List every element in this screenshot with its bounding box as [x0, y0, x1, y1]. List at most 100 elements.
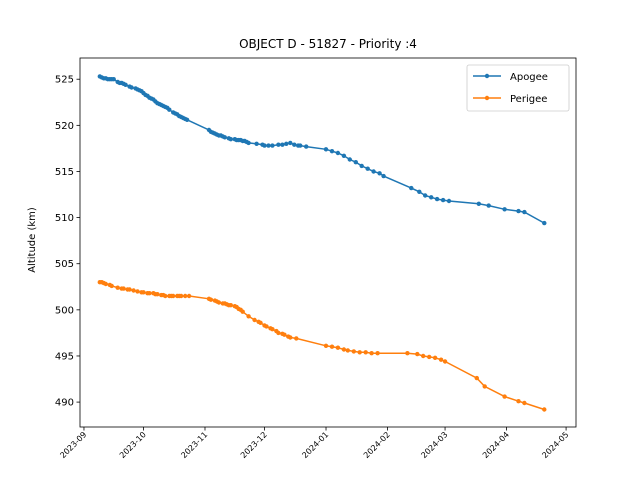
perigee-point — [363, 350, 368, 355]
perigee-point — [282, 332, 287, 337]
perigee-point — [131, 288, 136, 293]
perigee-point — [357, 350, 362, 355]
perigee-point — [442, 359, 448, 364]
apogee-point — [288, 140, 293, 146]
y-tick-label: 525 — [55, 75, 74, 86]
apogee-point — [417, 189, 422, 194]
apogee-point — [502, 207, 507, 212]
perigee-point — [369, 351, 374, 356]
perigee-point — [208, 297, 214, 302]
y-tick-label: 515 — [55, 167, 74, 178]
perigee-point — [183, 293, 188, 299]
apogee-point — [476, 201, 481, 206]
apogee-point — [423, 193, 428, 198]
perigee-point — [375, 351, 380, 356]
perigee-point — [438, 357, 444, 362]
perigee-point — [421, 353, 426, 359]
perigee-point — [474, 375, 479, 381]
apogee-point — [254, 141, 259, 146]
perigee-point — [345, 348, 350, 353]
legend-apogee-marker — [484, 73, 490, 79]
perigee-point — [294, 336, 299, 341]
perigee-point — [516, 399, 521, 404]
apogee-point — [280, 142, 285, 147]
apogee-point — [228, 137, 233, 142]
apogee-point — [246, 140, 251, 146]
legend-apogee-label: Apogee — [510, 72, 548, 83]
perigee-point — [246, 314, 251, 319]
perigee-point — [522, 400, 527, 406]
perigee-point — [432, 355, 438, 360]
perigee-point — [335, 345, 341, 350]
apogee-point — [262, 143, 267, 148]
y-tick-label: 500 — [55, 305, 74, 316]
apogee-point — [377, 171, 382, 176]
y-tick-label: 520 — [55, 121, 74, 132]
apogee-point — [123, 82, 128, 88]
apogee-point — [381, 173, 386, 179]
perigee-point — [115, 285, 120, 290]
perigee-point — [121, 286, 126, 291]
perigee-point — [482, 384, 487, 389]
apogee-point — [446, 198, 452, 204]
perigee-point — [542, 407, 547, 412]
apogee-point — [365, 166, 370, 171]
perigee-point — [405, 351, 410, 356]
y-tick-label: 510 — [55, 213, 74, 224]
apogee-point — [292, 142, 297, 147]
perigee-point — [415, 351, 420, 357]
apogee-point — [440, 197, 446, 203]
apogee-point — [347, 157, 352, 162]
axes-frame — [79, 57, 577, 428]
perigee-point — [109, 283, 114, 289]
perigee-point — [127, 287, 132, 292]
perigee-point — [270, 327, 275, 332]
apogee-point — [276, 142, 281, 147]
apogee-point — [284, 141, 289, 146]
y-tick-label: 490 — [55, 398, 74, 409]
apogee-point — [184, 117, 190, 123]
apogee-point — [323, 147, 329, 152]
perigee-point — [135, 289, 140, 294]
y-tick-label: 495 — [55, 351, 74, 362]
apogee-point — [341, 153, 347, 158]
apogee-point — [429, 195, 434, 200]
apogee-point — [359, 163, 364, 169]
perigee-point — [171, 293, 176, 299]
apogee-point — [304, 144, 309, 149]
perigee-point — [147, 291, 152, 296]
perigee-point — [288, 335, 293, 340]
apogee-point — [542, 220, 547, 226]
perigee-point — [252, 317, 257, 323]
apogee-point — [522, 209, 527, 215]
perigee-point — [258, 320, 263, 325]
perigee-point — [323, 343, 329, 348]
chart-title: OBJECT D - 51827 - Priority :4 — [239, 37, 417, 51]
apogee-point — [222, 135, 227, 140]
perigee-point — [163, 293, 168, 299]
perigee-point — [351, 349, 356, 354]
perigee-point — [103, 281, 109, 287]
apogee-point — [298, 143, 303, 148]
perigee-point — [341, 347, 347, 352]
perigee-point — [502, 394, 507, 399]
perigee-series — [97, 280, 547, 412]
apogee-point — [129, 85, 134, 90]
apogee-point — [486, 203, 491, 208]
perigee-point — [155, 292, 160, 297]
y-axis-label: Altitude (km) — [27, 207, 38, 273]
perigee-point — [276, 330, 281, 336]
apogee-point — [167, 107, 172, 112]
apogee-point — [111, 77, 116, 82]
apogee-point — [329, 149, 335, 154]
perigee-point — [329, 344, 335, 349]
legend-perigee-label: Perigee — [510, 94, 547, 105]
apogee-point — [516, 208, 521, 214]
legend: Apogee Perigee — [466, 64, 570, 112]
perigee-point — [141, 290, 146, 295]
perigee-point — [427, 354, 432, 360]
apogee-point — [270, 143, 275, 148]
perigee-point — [240, 309, 245, 314]
perigee-point — [216, 300, 222, 305]
